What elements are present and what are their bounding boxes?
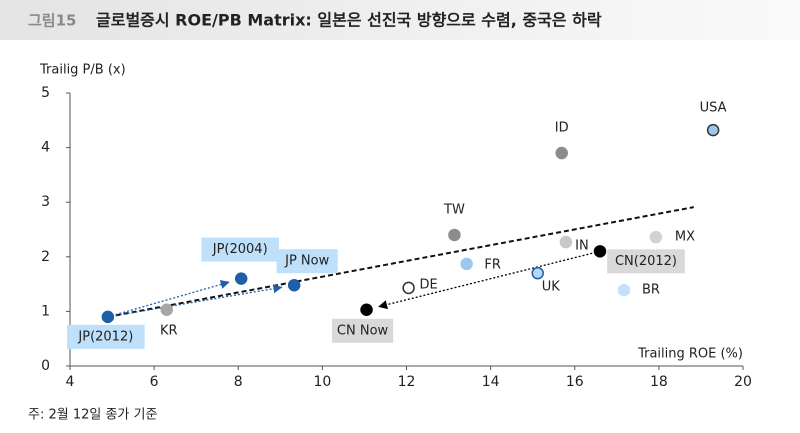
x-axis-label: Trailing ROE (%) <box>637 347 743 362</box>
y-tick-label: 0 <box>41 358 50 374</box>
x-tick-label: 12 <box>398 374 416 390</box>
point <box>160 303 173 317</box>
footnote: 주: 2월 12일 종가 기준 <box>28 408 157 423</box>
point-label: FR <box>484 257 501 272</box>
point-label: IN <box>575 239 589 254</box>
point <box>402 281 415 295</box>
header-bar <box>0 0 800 40</box>
arrow <box>115 284 283 317</box>
x-tick-label: 10 <box>313 374 331 390</box>
point <box>448 228 461 242</box>
y-tick-label: 5 <box>41 85 50 101</box>
point <box>360 303 373 317</box>
y-axis-label: Trailig P/B (x) <box>39 63 126 78</box>
point-label: JP(2012) <box>77 329 133 344</box>
x-tick-label: 4 <box>66 374 75 390</box>
label-box <box>331 318 394 343</box>
point <box>555 146 568 160</box>
point-label: CN(2012) <box>615 254 677 269</box>
trend-line <box>107 206 694 318</box>
point <box>593 245 607 258</box>
point-label: BR <box>642 283 660 298</box>
y-tick-label: 2 <box>41 249 50 265</box>
x-tick-label: 8 <box>234 374 243 390</box>
point-label: ID <box>555 121 569 136</box>
y-tick-label: 3 <box>41 194 50 210</box>
chart-title: 글로벌증시 ROE/PB Matrix: 일본은 선진국 방향으로 수렴, 중국… <box>96 11 602 30</box>
point <box>234 272 248 285</box>
x-tick-label: 20 <box>734 374 752 390</box>
point-label: CN Now <box>337 323 389 338</box>
point <box>706 123 720 137</box>
point <box>559 235 573 249</box>
x-tick-label: 14 <box>482 374 500 390</box>
point-label: TW <box>443 202 465 217</box>
point-label: KR <box>160 323 178 338</box>
point-label: JP(2004) <box>212 242 268 257</box>
point <box>460 257 473 271</box>
arrow <box>378 252 593 310</box>
y-tick-label: 1 <box>41 303 50 319</box>
point-label: UK <box>542 280 561 295</box>
label-box <box>276 249 338 274</box>
point <box>649 230 663 244</box>
point <box>617 283 631 297</box>
figure-label: 그림15 <box>28 12 76 30</box>
point-label: JP Now <box>284 254 329 269</box>
point-label: DE <box>419 277 437 292</box>
point-label: USA <box>700 101 727 116</box>
x-tick-label: 6 <box>150 374 159 390</box>
point-label: MX <box>675 230 695 245</box>
label-box <box>201 237 279 262</box>
x-tick-label: 16 <box>566 374 584 390</box>
y-tick-label: 4 <box>41 140 50 156</box>
point <box>101 310 115 324</box>
label-box <box>67 324 145 349</box>
point <box>531 266 544 280</box>
x-tick-label: 18 <box>650 374 668 390</box>
label-box <box>607 249 685 274</box>
point <box>287 278 301 292</box>
